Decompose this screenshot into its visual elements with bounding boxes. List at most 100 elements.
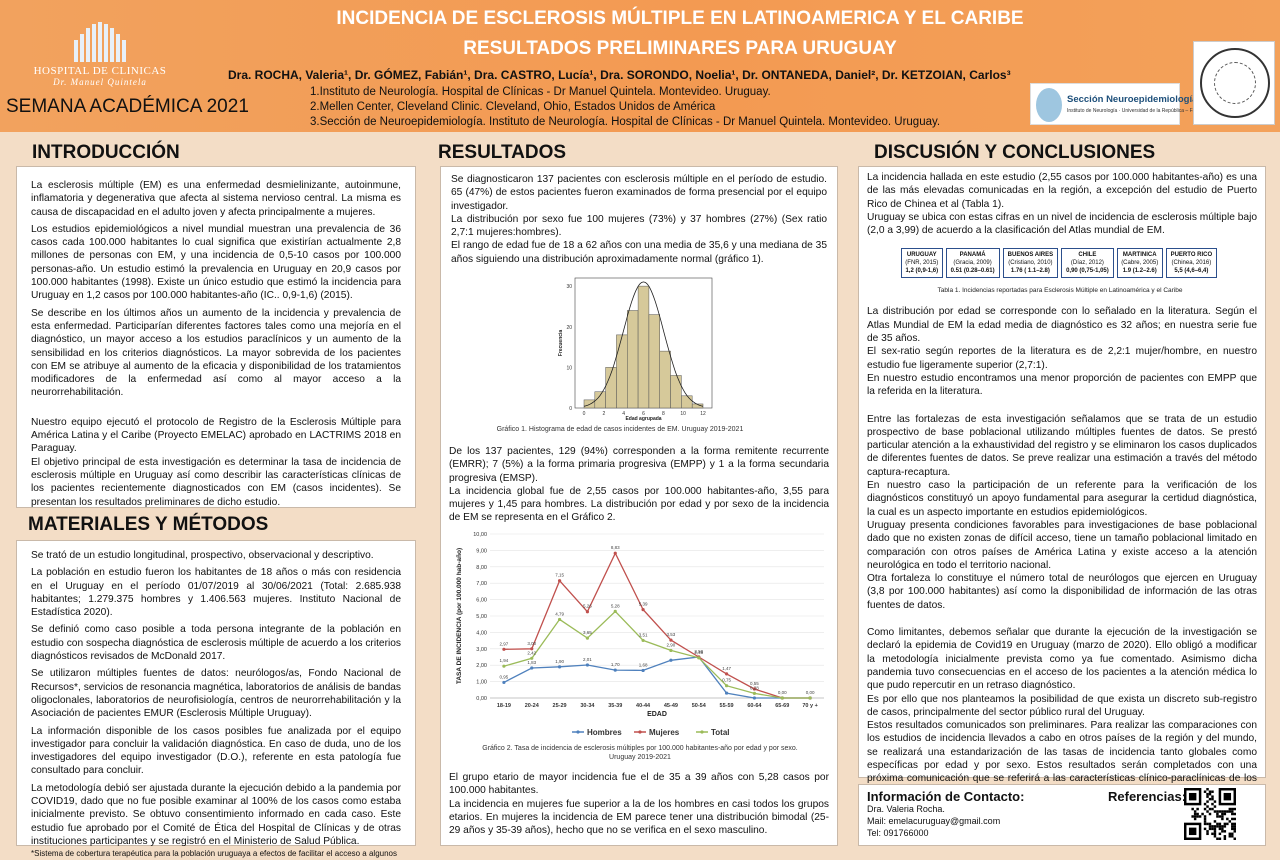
- qr-module: [1211, 827, 1214, 831]
- series-point-total: [697, 656, 701, 660]
- qr-module: [1208, 822, 1212, 826]
- series-data-label: 0,00: [778, 690, 787, 695]
- histogram-bar: [681, 395, 693, 409]
- series-point-mujeres: [502, 647, 506, 651]
- intro-title: INTRODUCCIÓN: [32, 142, 180, 163]
- series-data-label: 7,15: [555, 573, 564, 578]
- qr-module: [1208, 807, 1212, 811]
- series-point-hombres: [530, 666, 534, 670]
- results-p6: El grupo etario de mayor incidencia fue …: [449, 772, 829, 797]
- series-point-mujeres: [669, 638, 673, 642]
- qr-module: [1228, 820, 1232, 823]
- qr-module: [1231, 812, 1234, 816]
- hospital-building-icon: [30, 22, 170, 62]
- legend-label-hombres: Hombres: [587, 728, 622, 737]
- qr-module: [1218, 822, 1222, 826]
- line-chart-y-tick: 0,00: [476, 696, 487, 702]
- references-qr-code[interactable]: [1184, 788, 1236, 840]
- qr-module: [1206, 792, 1209, 796]
- affiliations: 1.Instituto de Neurología. Hospital de C…: [310, 85, 940, 130]
- histogram-x-tick: 10: [680, 411, 686, 417]
- qr-module: [1216, 825, 1219, 828]
- histogram-x-tick: 2: [602, 411, 605, 417]
- qr-module: [1211, 832, 1214, 836]
- qr-module: [1208, 827, 1212, 831]
- qr-module: [1233, 807, 1236, 811]
- histogram-bar: [616, 334, 628, 409]
- affiliation-1: 1.Instituto de Neurología. Hospital de C…: [310, 86, 771, 98]
- series-data-label: 0,00: [806, 690, 815, 695]
- disc-p7: En nuestro caso la participación de un r…: [867, 480, 1257, 518]
- qr-module: [1233, 837, 1236, 840]
- qr-module: [1211, 802, 1214, 806]
- series-point-total: [585, 636, 590, 640]
- qr-module: [1191, 807, 1194, 811]
- methods-p6: La metodología debió ser ajustada durant…: [31, 782, 401, 847]
- qr-module: [1203, 817, 1207, 821]
- series-data-label: 2,45: [694, 650, 703, 655]
- table-cell-val: 1,2 (0,9-1,6): [905, 268, 939, 274]
- semana-label: SEMANA ACADÉMICA 2021: [6, 96, 249, 117]
- intro-p1: La esclerosis múltiple (EM) es una enfer…: [31, 180, 401, 218]
- qr-module: [1231, 835, 1234, 838]
- intro-p5: El objetivo principal de esta investigac…: [31, 456, 401, 508]
- qr-module: [1221, 817, 1224, 821]
- series-point-total: [530, 656, 534, 660]
- line-chart-x-tick: 25-29: [553, 703, 567, 709]
- qr-module: [1193, 815, 1197, 818]
- results-p1: Se diagnosticaron 137 pacientes con escl…: [451, 174, 827, 212]
- qr-module: [1206, 805, 1209, 808]
- qr-module: [1231, 817, 1234, 821]
- incidence-line-chart: 0,00 1,00 2,00 3,00 4,00 5,00 6,00 7,00 8,00 9,00…: [452, 528, 832, 743]
- intro-p2: Los estudios epidemiológicos a nivel mun…: [31, 223, 401, 302]
- line-chart-y-tick: 10,00: [473, 532, 487, 538]
- histogram-bar: [648, 314, 660, 409]
- methods-p2: La población en estudio fueron los habit…: [31, 567, 401, 619]
- qr-module: [1196, 815, 1199, 818]
- line-chart-y-tick: 6,00: [476, 598, 487, 604]
- series-data-label: 5,39: [639, 602, 648, 607]
- discussion-title: DISCUSIÓN Y CONCLUSIONES: [874, 142, 1156, 163]
- qr-module: [1226, 822, 1229, 826]
- results-p2: La distribución por sexo fue 100 mujeres…: [451, 213, 827, 239]
- series-data-label: 0,95: [500, 674, 509, 679]
- table-cell-src: (FNR, 2015): [905, 260, 939, 266]
- series-data-label: 2,90: [667, 642, 676, 647]
- contact-tel: Tel: 091766000: [867, 828, 929, 838]
- qr-module: [1221, 830, 1224, 833]
- qr-module: [1233, 812, 1236, 816]
- qr-module: [1193, 810, 1197, 813]
- qr-module: [1208, 792, 1212, 796]
- series-point-mujeres: [641, 608, 645, 612]
- series-point-mujeres: [530, 647, 534, 651]
- line-caption-2: Uruguay 2019-2021: [609, 754, 671, 761]
- legend-label-mujeres: Mujeres: [649, 728, 680, 737]
- series-data-label: 4,79: [555, 611, 564, 616]
- series-data-label: 1,90: [555, 659, 564, 664]
- histogram-chart: 0 10 20 30 0 2 4 6 8 10 12 Edad agrupada Frecuencia: [540, 272, 720, 422]
- intro-p4: Nuestro equipo ejecutó el protocolo de R…: [31, 416, 401, 455]
- series-point-mujeres: [613, 551, 617, 555]
- qr-module: [1198, 815, 1202, 818]
- qr-module: [1228, 835, 1232, 838]
- line-chart-x-tick: 35-39: [608, 703, 622, 709]
- histogram-caption: Gráfico 1. Histograma de edad de casos i…: [496, 426, 744, 433]
- qr-module: [1231, 810, 1234, 813]
- qr-module: [1228, 832, 1232, 836]
- qr-module: [1213, 825, 1217, 828]
- series-point-hombres: [502, 680, 506, 685]
- qr-module: [1206, 822, 1209, 826]
- disc-p6: Entre las fortalezas de esta investigaci…: [867, 413, 1257, 478]
- intro-box: La esclerosis múltiple (EM) es una enfer…: [16, 166, 416, 508]
- disc-p5: En nuestro estudio encontramos una menor…: [867, 372, 1257, 398]
- histogram-x-tick: 4: [622, 411, 625, 417]
- qr-module: [1208, 825, 1212, 828]
- series-point-total: [724, 684, 729, 688]
- series-point-hombres: [585, 663, 590, 667]
- line-chart-x-tick: 55-59: [720, 703, 734, 709]
- table-cell-name: PANAMÁ: [959, 252, 986, 258]
- qr-module: [1216, 810, 1219, 813]
- series-data-label: 1,83: [527, 660, 536, 665]
- qr-module: [1203, 807, 1207, 811]
- series-point-hombres: [752, 696, 757, 700]
